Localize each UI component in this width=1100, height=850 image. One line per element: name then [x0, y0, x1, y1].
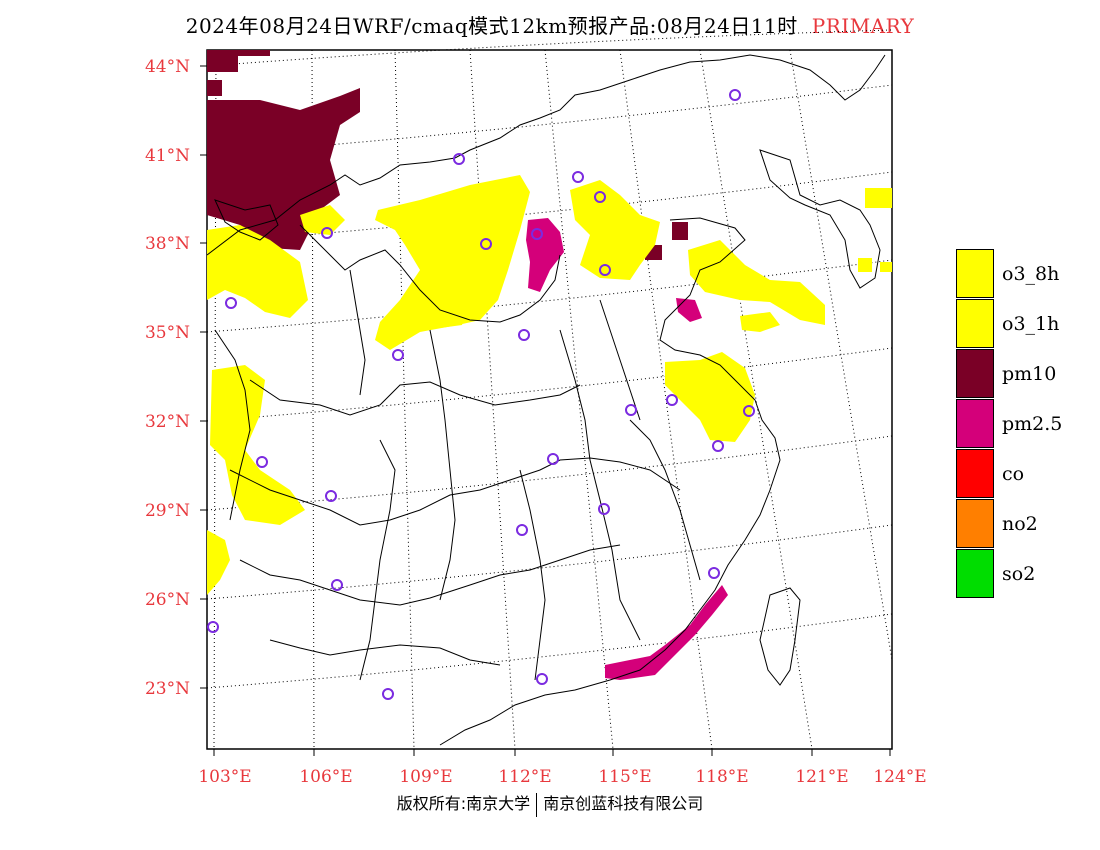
legend: o3_8h o3_1h pm10 pm2.5 co no2 so2 — [956, 249, 1076, 599]
lon-label: 103°E — [198, 767, 251, 787]
city-markers — [207, 89, 755, 700]
lon-label: 115°E — [598, 767, 651, 787]
lon-label: 109°E — [399, 767, 452, 787]
legend-swatch — [956, 349, 994, 398]
legend-swatch — [956, 299, 994, 348]
legend-swatch — [956, 499, 994, 548]
boundaries — [206, 54, 886, 746]
lat-label: 41°N — [145, 146, 190, 166]
legend-label: no2 — [1002, 513, 1038, 535]
o3-field — [207, 175, 892, 595]
title-main: 2024年08月24日WRF/cmaq模式12km预报产品:08月24日11时 — [185, 14, 798, 38]
footer-separator — [536, 792, 538, 817]
lon-label: 124°E — [873, 767, 926, 787]
legend-item-o3-8h: o3_8h — [956, 249, 1076, 299]
legend-label: pm10 — [1002, 363, 1057, 385]
legend-label: pm2.5 — [1002, 413, 1063, 435]
lat-label: 38°N — [145, 234, 190, 254]
lat-label: 35°N — [145, 323, 190, 343]
legend-item-no2: no2 — [956, 499, 1076, 549]
footer-right: 南京创蓝科技有限公司 — [543, 794, 704, 813]
legend-item-co: co — [956, 449, 1076, 499]
map-title: 2024年08月24日WRF/cmaq模式12km预报产品:08月24日11时 P… — [0, 10, 1100, 39]
lon-label: 106°E — [299, 767, 352, 787]
lon-label: 112°E — [498, 767, 551, 787]
lon-label: 121°E — [795, 767, 848, 787]
lat-label: 44°N — [145, 57, 190, 77]
copyright-footer: 版权所有:南京大学 南京创蓝科技有限公司 — [0, 790, 1100, 817]
legend-swatch — [956, 549, 994, 598]
footer-left: 版权所有:南京大学 — [396, 794, 531, 813]
legend-item-so2: so2 — [956, 549, 1076, 599]
legend-label: o3_8h — [1002, 263, 1060, 285]
legend-swatch — [956, 449, 994, 498]
legend-swatch — [956, 249, 994, 298]
lat-label: 26°N — [145, 590, 190, 610]
legend-label: so2 — [1002, 563, 1036, 585]
lat-label: 23°N — [145, 679, 190, 699]
legend-item-pm25: pm2.5 — [956, 399, 1076, 449]
legend-label: o3_1h — [1002, 313, 1060, 335]
axis-ticks — [200, 65, 891, 756]
lat-label: 29°N — [145, 501, 190, 521]
title-tag: PRIMARY — [811, 14, 915, 38]
legend-item-pm10: pm10 — [956, 349, 1076, 399]
legend-item-o3-1h: o3_1h — [956, 299, 1076, 349]
lat-label: 32°N — [145, 412, 190, 432]
lon-label: 118°E — [695, 767, 748, 787]
legend-label: co — [1002, 463, 1025, 485]
legend-swatch — [956, 399, 994, 448]
